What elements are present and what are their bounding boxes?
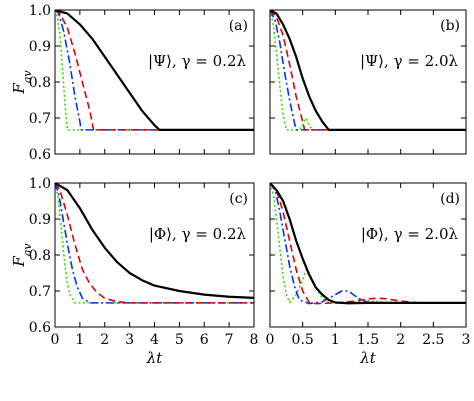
panel-annotation: |Ψ⟩, γ = 0.2λ bbox=[148, 52, 247, 70]
x-tick-label: 5 bbox=[175, 332, 184, 348]
series-line bbox=[270, 10, 466, 131]
y-tick-label: 0.8 bbox=[29, 248, 51, 264]
panel-tag: (b) bbox=[440, 18, 460, 34]
series-line bbox=[55, 10, 254, 131]
y-tick-label: 0.7 bbox=[29, 111, 51, 127]
x-tick-label: 1 bbox=[331, 332, 340, 348]
y-tick-label: 0.7 bbox=[29, 284, 51, 300]
x-axis-label: λt bbox=[146, 349, 164, 367]
series-line bbox=[270, 183, 466, 305]
x-tick-label: 1 bbox=[75, 332, 84, 348]
x-tick-label: 3 bbox=[462, 332, 471, 348]
plot-frame bbox=[54, 182, 255, 328]
y-tick-label: 1.0 bbox=[29, 3, 51, 19]
x-tick-label: 2.5 bbox=[422, 332, 444, 348]
series-line bbox=[55, 183, 254, 304]
series-line bbox=[55, 183, 254, 299]
series-line bbox=[270, 10, 466, 131]
plot-frame bbox=[269, 182, 467, 328]
x-tick-label: 4 bbox=[150, 332, 159, 348]
panel-d: 0 0.5 1 1.5 2 2.5 3 (d) |Φ⟩, γ = 2.0λ λt bbox=[266, 182, 471, 367]
y-tick-label: 0.8 bbox=[29, 75, 51, 91]
plot-frame bbox=[269, 9, 467, 155]
series-line bbox=[270, 10, 466, 131]
y-tick-label: 0.9 bbox=[29, 212, 51, 228]
x-tick-label: 7 bbox=[225, 332, 234, 348]
panel-annotation: |Ψ⟩, γ = 2.0λ bbox=[360, 52, 459, 70]
x-tick-label: 8 bbox=[250, 332, 259, 348]
y-tick-label: 0.6 bbox=[29, 147, 51, 163]
y-tick-label: 0.9 bbox=[29, 39, 51, 55]
series-line bbox=[270, 183, 466, 305]
x-tick-label: 0 bbox=[266, 332, 275, 348]
panel-c: 0 1 2 3 4 5 6 7 8 0.6 0.7 0.8 0.9 1.0 (c) |Φ⟩, γ = 0.2λ… bbox=[10, 176, 258, 367]
x-tick-label: 0.5 bbox=[292, 332, 314, 348]
x-tick-label: 0 bbox=[51, 332, 60, 348]
panel-tag: (a) bbox=[229, 18, 248, 34]
series-line bbox=[55, 183, 254, 304]
series-line bbox=[55, 10, 254, 131]
panel-tag: (d) bbox=[440, 191, 460, 207]
panel-annotation: |Φ⟩, γ = 2.0λ bbox=[361, 225, 459, 243]
series-line bbox=[270, 183, 466, 305]
panel-b: (b) |Ψ⟩, γ = 2.0λ bbox=[269, 9, 467, 155]
x-tick-label: 1.5 bbox=[357, 332, 379, 348]
plot-frame bbox=[54, 9, 255, 155]
series-line bbox=[55, 183, 254, 304]
y-tick-label: 0.6 bbox=[29, 320, 51, 336]
series-line bbox=[270, 183, 466, 305]
x-axis-label: λt bbox=[359, 349, 377, 367]
panel-annotation: |Φ⟩, γ = 0.2λ bbox=[149, 225, 247, 243]
x-tick-label: 6 bbox=[200, 332, 209, 348]
x-tick-label: 2 bbox=[396, 332, 405, 348]
x-tick-label: 2 bbox=[100, 332, 109, 348]
y-tick-label: 1.0 bbox=[29, 176, 51, 192]
panel-tag: (c) bbox=[229, 191, 248, 207]
x-tick-label: 3 bbox=[125, 332, 134, 348]
